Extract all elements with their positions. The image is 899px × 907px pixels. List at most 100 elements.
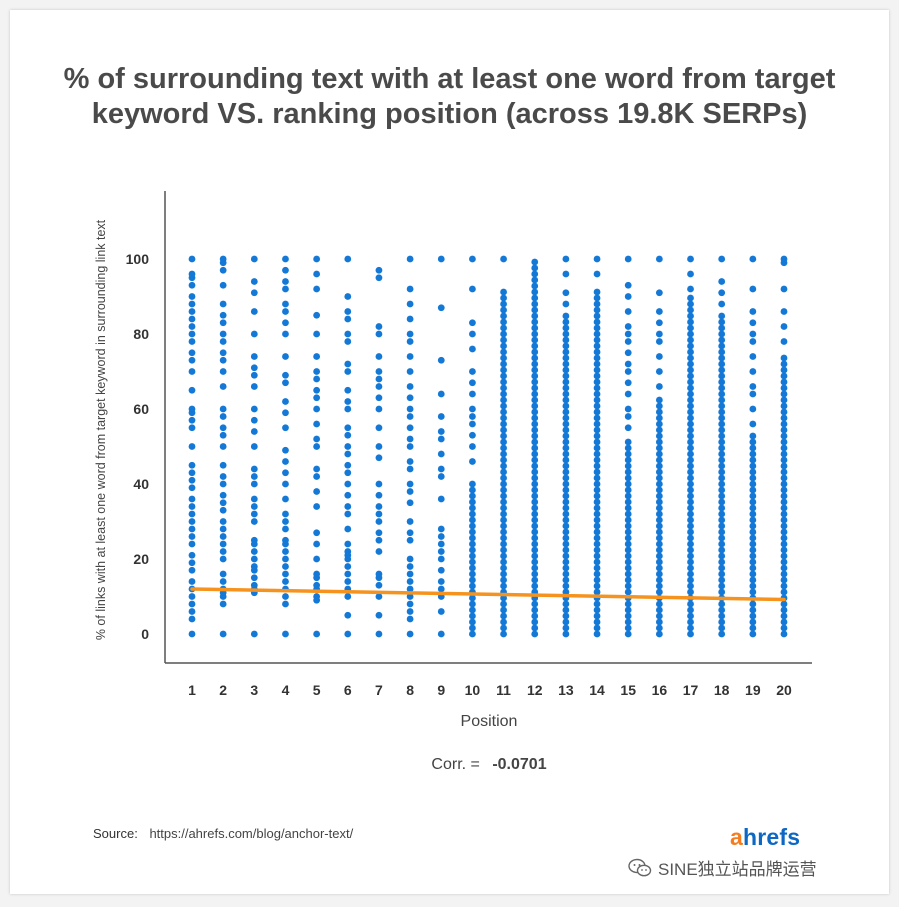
data-point (469, 600, 476, 608)
data-point (718, 468, 726, 476)
data-point (500, 366, 507, 374)
data-point (469, 330, 476, 338)
data-point (437, 548, 445, 555)
data-point (687, 534, 694, 542)
data-point (624, 522, 632, 530)
data-point (531, 558, 539, 566)
data-point (562, 390, 570, 398)
data-point (375, 368, 383, 375)
data-point (624, 308, 632, 315)
data-point (500, 570, 507, 578)
data-point (624, 510, 632, 518)
data-point (624, 360, 632, 368)
data-point (718, 510, 726, 518)
data-point (406, 529, 414, 537)
data-point (593, 516, 601, 524)
data-point (718, 528, 726, 536)
ahrefs-logo: ahrefs (730, 824, 800, 851)
data-point (718, 278, 726, 285)
data-point (655, 353, 663, 360)
data-point (437, 255, 445, 263)
data-point (655, 600, 663, 608)
data-point (406, 443, 414, 450)
data-point (749, 498, 757, 506)
data-point (624, 534, 632, 542)
data-point (219, 630, 227, 638)
data-point (531, 324, 539, 332)
data-point (219, 338, 227, 345)
data-point (282, 308, 289, 315)
data-point (655, 368, 663, 375)
data-point (437, 450, 445, 458)
data-point (780, 402, 788, 410)
data-point (593, 558, 601, 566)
data-point (375, 536, 383, 544)
data-point (749, 564, 757, 572)
data-point (687, 462, 694, 470)
data-point (718, 504, 726, 512)
correlation-value: -0.0701 (492, 756, 546, 773)
data-point (469, 420, 476, 428)
series-position-17 (687, 255, 694, 638)
data-point (562, 432, 570, 440)
data-point (687, 612, 694, 620)
data-point (344, 611, 352, 619)
data-point (687, 618, 694, 626)
data-point (593, 546, 601, 554)
data-point (687, 285, 694, 293)
data-point (780, 630, 788, 638)
x-tick-label: 14 (589, 682, 605, 698)
data-point (593, 306, 601, 314)
data-point (406, 570, 414, 578)
data-point (406, 499, 414, 507)
data-point (188, 518, 196, 525)
data-point (188, 424, 196, 432)
data-point (313, 420, 321, 428)
data-point (655, 414, 663, 422)
data-point (562, 289, 570, 297)
data-point (531, 462, 539, 470)
data-point (282, 548, 289, 555)
data-point (188, 630, 196, 638)
data-point (655, 504, 663, 512)
data-point (188, 281, 196, 289)
data-point (749, 624, 757, 632)
series-position-19 (749, 255, 757, 638)
data-point (500, 606, 507, 614)
data-point (780, 450, 788, 458)
data-point (250, 278, 258, 285)
data-point (282, 424, 289, 432)
data-point (593, 324, 601, 332)
data-point (687, 270, 694, 278)
data-point (687, 378, 694, 386)
data-point (655, 588, 663, 596)
data-point (282, 398, 289, 405)
series-position-15 (624, 255, 632, 638)
data-point (655, 450, 663, 458)
source-link[interactable]: https://ahrefs.com/blog/anchor-text/ (149, 826, 354, 841)
series-position-2 (219, 255, 227, 638)
data-point (780, 366, 788, 374)
data-point (718, 342, 726, 350)
data-point (562, 414, 570, 422)
data-point (188, 405, 196, 413)
data-point (250, 383, 258, 390)
data-point (531, 552, 539, 560)
data-point (624, 438, 632, 446)
data-point (593, 486, 601, 494)
data-point (250, 495, 258, 503)
data-point (531, 390, 539, 398)
data-point (687, 498, 694, 506)
data-point (718, 564, 726, 572)
data-point (718, 540, 726, 548)
data-point (624, 413, 632, 420)
data-point (593, 498, 601, 506)
data-point (437, 413, 445, 420)
data-point (219, 570, 227, 578)
data-point (375, 630, 383, 638)
data-point (313, 540, 321, 548)
data-point (780, 486, 788, 494)
data-point (687, 564, 694, 572)
data-point (780, 474, 788, 482)
data-point (282, 600, 289, 608)
